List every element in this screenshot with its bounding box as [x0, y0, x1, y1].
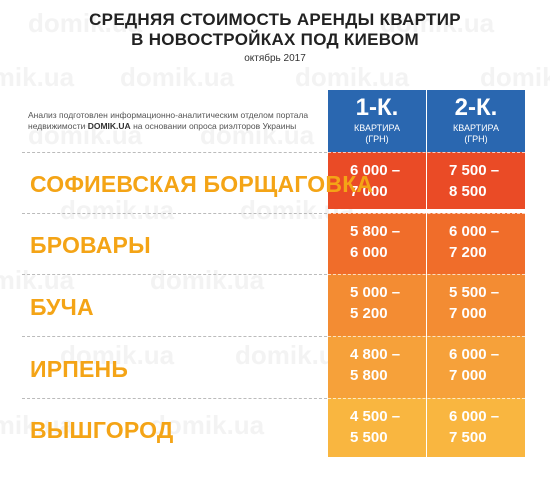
row-divider [22, 398, 327, 399]
price-cell-two-room: 7 500 – 8 500 [427, 152, 525, 209]
date-label: октябрь 2017 [244, 53, 306, 64]
column-header-subtitle-line-2: (ГРН) [464, 134, 488, 144]
watermark: domik.ua [0, 265, 75, 295]
row-divider [328, 398, 525, 399]
watermark: domik.ua [200, 120, 315, 150]
title-line-2: В НОВОСТРОЙКАХ ПОД КИЕВОМ [131, 30, 419, 49]
column-header-subtitle-line-1: КВАРТИРА [453, 123, 499, 133]
row-divider [328, 152, 525, 153]
watermark: domik.ua [0, 410, 75, 440]
column-header-title: 1-К. [355, 94, 399, 121]
city-label: БУЧА [30, 294, 94, 320]
column-divider [426, 90, 427, 457]
price-cell-two-room: 6 000 – 7 200 [427, 213, 525, 274]
watermark: domik.ua [60, 195, 175, 225]
price-cell-two-room: 5 500 – 7 000 [427, 274, 525, 336]
watermark: domik.ua [28, 8, 143, 38]
price-range: 6 000 – 7 000 [449, 346, 500, 384]
column-header-one-room: 1-К. КВАРТИРА (ГРН) [328, 90, 426, 152]
column-header-subtitle-line-1: КВАРТИРА [354, 123, 400, 133]
price-cell-two-room: 6 000 – 7 000 [427, 336, 525, 398]
price-cell-one-room: 4 800 – 5 800 [328, 336, 426, 398]
column-header-subtitle-line-2: (ГРН) [365, 134, 389, 144]
watermark: domik.ua [120, 62, 235, 92]
city-label: СОФИЕВСКАЯ БОРЩАГОВКА [30, 171, 374, 197]
price-range: 5 500 – 7 000 [449, 284, 500, 322]
city-label: ВЫШГОРОД [30, 417, 174, 443]
row-divider [22, 336, 327, 337]
column-header-subtitle: КВАРТИРА (ГРН) [427, 123, 525, 145]
page-title: СРЕДНЯЯ СТОИМОСТЬ АРЕНДЫ КВАРТИР В НОВОС… [0, 10, 550, 50]
watermark: domik.ua [60, 340, 175, 370]
watermark: domik.ua [150, 265, 265, 295]
price-cell-two-room: 6 000 – 7 500 [427, 398, 525, 457]
watermark: domik.ua [480, 62, 550, 92]
price-cell-one-room: 4 500 – 5 500 [328, 398, 426, 457]
price-range: 4 800 – 5 800 [350, 346, 401, 384]
title-line-1: СРЕДНЯЯ СТОИМОСТЬ АРЕНДЫ КВАРТИР [89, 10, 461, 29]
row-divider [328, 336, 525, 337]
source-note-line-1: Анализ подготовлен информационно-аналити… [28, 110, 309, 120]
city-label: ИРПЕНЬ [30, 356, 129, 382]
note-suffix: на основании опроса риэлторов Украины [130, 121, 297, 131]
note-prefix: недвижимости [28, 121, 88, 131]
price-range: 7 500 – 8 500 [449, 162, 500, 200]
price-range: 6 000 – 7 500 [449, 408, 500, 446]
price-range: 4 500 – 5 500 [350, 408, 401, 446]
watermark: domik.ua [28, 120, 143, 150]
watermark: domik.ua [150, 410, 265, 440]
column-header-subtitle: КВАРТИРА (ГРН) [328, 123, 426, 145]
watermark: domik.ua [0, 62, 75, 92]
row-divider [22, 152, 327, 153]
watermark: domik.ua [295, 62, 410, 92]
row-divider [328, 213, 525, 214]
source-note-line-2: недвижимости DOMIK.UA на основании опрос… [28, 121, 318, 132]
price-range: 6 000 – 7 000 [350, 162, 401, 200]
price-cell-one-room: 5 000 – 5 200 [328, 274, 426, 336]
price-cell-one-room: 6 000 – 7 000 [328, 152, 426, 209]
price-range: 5 800 – 6 000 [350, 223, 401, 261]
source-note: Анализ подготовлен информационно-аналити… [28, 110, 318, 132]
column-header-two-room: 2-К. КВАРТИРА (ГРН) [427, 90, 525, 152]
brand-name: DOMIK.UA [87, 121, 131, 131]
column-header-title: 2-К. [454, 94, 498, 121]
row-divider [22, 274, 327, 275]
row-divider [22, 213, 327, 214]
watermark: domik.ua [380, 8, 495, 38]
price-range: 5 000 – 5 200 [350, 284, 401, 322]
price-range: 6 000 – 7 200 [449, 223, 500, 261]
row-divider [328, 274, 525, 275]
city-label: БРОВАРЫ [30, 232, 151, 258]
price-cell-one-room: 5 800 – 6 000 [328, 213, 426, 274]
